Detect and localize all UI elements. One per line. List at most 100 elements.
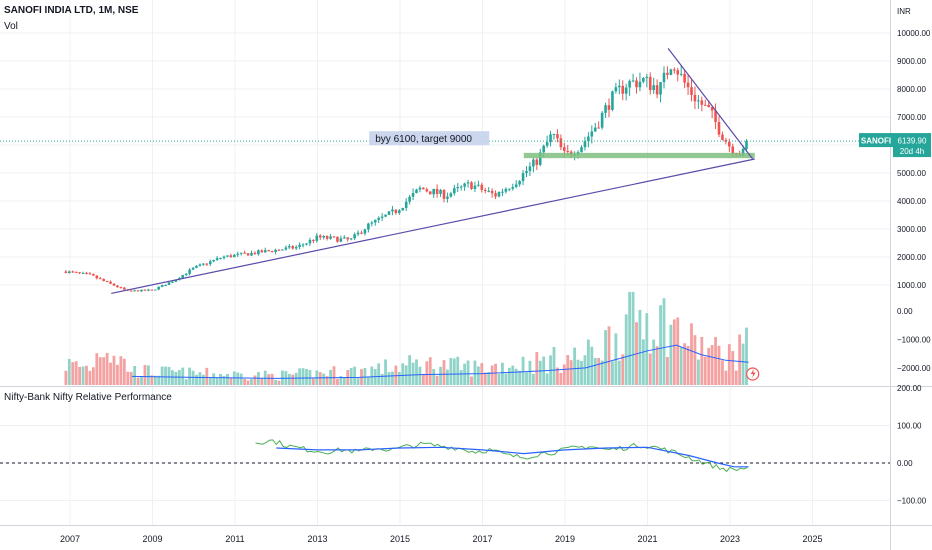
time-axis-tick: 2021 [637,534,657,544]
volume-ma-line [131,344,749,379]
candle-body [545,142,549,146]
candle-body [380,216,384,218]
volume-bar [446,369,449,385]
volume-bar [119,356,123,385]
volume-bar [507,367,511,385]
candle-body [655,85,659,95]
time-axis-tick: 2009 [142,534,162,544]
candle-body [394,209,398,213]
last-price-tag [893,133,931,158]
volume-bar [745,327,748,385]
volume-bar [734,370,738,385]
candle-body [559,138,563,148]
candle-body [697,100,700,102]
volume-bar [67,358,71,385]
volume-bar [727,344,731,385]
volume-bar [738,334,742,385]
candle-body [422,187,425,190]
volume-bar [583,355,587,385]
candle-body [153,289,157,291]
time-axis-tick: 2023 [720,534,740,544]
candle-body [604,105,607,113]
volume-bar [222,375,226,385]
volume-bar [81,366,85,385]
candle-body [741,148,745,156]
volume-bar [724,370,728,385]
candle-body [432,188,435,195]
candle-body [257,250,260,255]
candle-body [463,183,466,187]
price-axis-tick: 1000.00 [897,281,926,290]
candle-body [98,278,102,280]
volume-bar [270,373,274,385]
volume-bar [188,367,192,385]
lightning-icon [750,369,756,378]
volume-bar [714,337,717,385]
candle-body [349,238,353,240]
note-box [369,131,490,146]
volume-bar [659,305,662,385]
volume-axis-tick: −2000.00 [897,364,931,373]
volume-bar [435,375,439,385]
price-axis-tick: 5000.00 [897,169,926,178]
volume-bar [628,291,632,385]
candle-body [497,192,501,197]
volume-bar [91,367,95,385]
candle-body [408,196,411,202]
volume-bar [428,357,432,385]
candle-body [274,249,277,253]
candle-body [501,191,504,193]
volume-bar [74,361,78,385]
volume-bar [215,377,219,385]
volume-bar [387,372,391,385]
volume-bar [487,372,491,385]
volume-bar [143,365,147,385]
relperf-axis-tick: 0.00 [897,459,913,468]
candle-body [267,250,270,252]
candle-body [74,271,78,273]
volume-bar [164,366,167,385]
volume-bar [287,373,291,385]
candle-body [363,229,367,234]
candle-body [85,272,88,274]
candle-body [624,87,628,94]
last-price-text: 6139.90 [898,137,927,146]
candle-body [360,232,363,234]
candle-body [116,285,119,288]
candle-body [243,252,246,254]
candle-body [184,273,188,275]
time-axis-tick: 2013 [307,534,327,544]
candle-body [119,287,123,289]
candle-body [614,87,618,92]
volume-bar [655,346,659,385]
candle-body [721,134,724,140]
volume-bar [274,379,277,385]
candle-body [236,253,240,255]
candle-body [580,147,583,153]
volume-bar [212,373,216,385]
volume-bar [415,359,418,385]
relperf-axis-tick: 100.00 [897,422,922,431]
candle-body [191,267,195,270]
volume-bar [666,357,669,385]
volume-bar [459,370,463,385]
countdown-text: 20d 4h [900,147,924,156]
candle-body [532,159,535,167]
volume-bar [621,354,625,385]
candle-body [521,173,525,182]
candle-body [508,188,511,190]
candle-body [683,73,686,83]
volume-bar [332,366,336,385]
volume-bar [157,375,161,385]
candle-body [353,234,356,239]
candle-body [281,249,284,251]
candle-body [662,72,666,83]
note-text: byy 6100, target 9000 [375,134,472,145]
volume-bar [377,363,381,385]
volume-bar [611,361,614,385]
volume-bar [318,372,322,385]
candle-body [563,147,566,151]
candle-body [538,152,542,165]
candle-body [494,193,497,197]
